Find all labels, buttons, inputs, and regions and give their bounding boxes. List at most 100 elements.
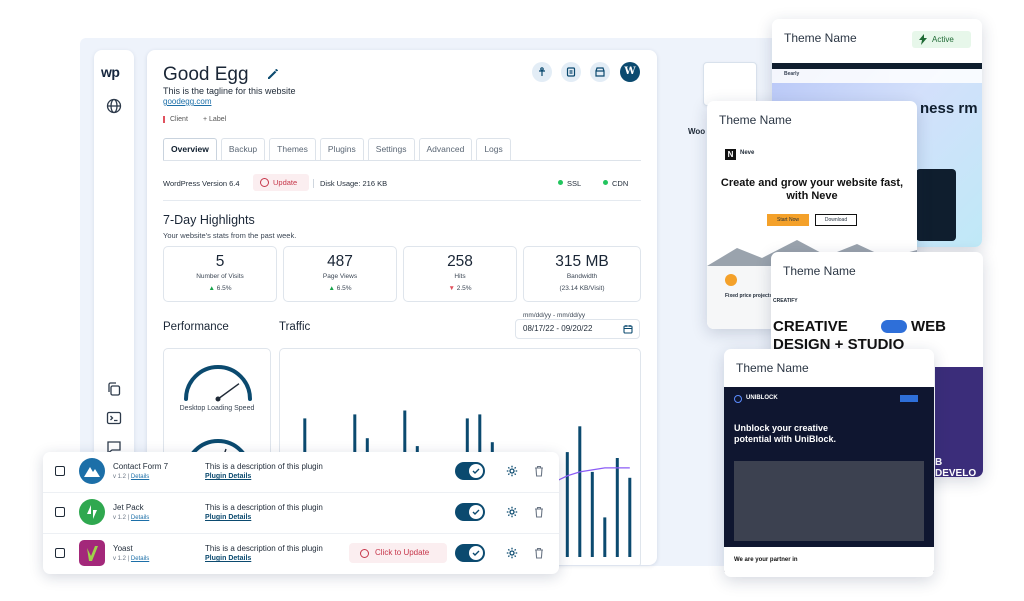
- plugin-toggle[interactable]: [455, 544, 485, 562]
- plugin-version: v 1.2 | Details: [113, 556, 150, 562]
- client-chip[interactable]: Client: [163, 116, 188, 123]
- pencil-icon[interactable]: [267, 68, 279, 80]
- ssl-status-dot: [558, 180, 563, 185]
- tab-advanced[interactable]: Advanced: [418, 138, 473, 160]
- header-action-3[interactable]: [590, 62, 610, 82]
- tab-settings[interactable]: Settings: [367, 138, 415, 160]
- plugin-row: Jet Pack v 1.2 | Details This is a descr…: [43, 493, 559, 533]
- plugin-details-link[interactable]: Plugin Details: [205, 555, 252, 562]
- preview-brand: Bearly: [784, 71, 800, 77]
- header-action-2[interactable]: [561, 62, 581, 82]
- plugin-version: v 1.2 | Details: [113, 474, 150, 480]
- stat-card-page-views: 487 Page Views ▲ 6.5%: [283, 246, 397, 302]
- wordpress-icon[interactable]: W: [620, 62, 640, 82]
- stat-change-value: 6.5%: [336, 285, 352, 292]
- yoast-logo-icon: [79, 540, 105, 566]
- cdn-label: CDN: [612, 179, 629, 188]
- date-range-input[interactable]: 08/17/22 - 09/20/22: [515, 319, 640, 339]
- plugin-details-link[interactable]: Details: [130, 474, 150, 480]
- add-label-chip[interactable]: + Label: [203, 116, 227, 123]
- copy-icon[interactable]: [106, 381, 122, 397]
- wp-logo[interactable]: wp: [101, 64, 120, 80]
- tab-overview[interactable]: Overview: [163, 138, 217, 160]
- preview-cta: [900, 395, 918, 402]
- stat-label: Hits: [454, 273, 466, 280]
- tab-plugins[interactable]: Plugins: [319, 138, 364, 160]
- plugin-toggle[interactable]: [455, 462, 485, 480]
- theme-name: Theme Name: [783, 264, 856, 278]
- preview-feature: Fixed price projects: [725, 293, 773, 299]
- globe-icon[interactable]: [106, 98, 122, 114]
- highlights-subtitle: Your website's stats from the past week.: [163, 231, 297, 240]
- plugin-details-link[interactable]: Details: [130, 515, 150, 521]
- trash-icon[interactable]: [534, 506, 544, 518]
- terminal-icon[interactable]: [106, 410, 122, 426]
- tab-backup[interactable]: Backup: [220, 138, 266, 160]
- plugin-description: This is a description of this plugin: [205, 462, 323, 471]
- plugin-details-link[interactable]: Plugin Details: [205, 514, 252, 521]
- plugin-checkbox[interactable]: [55, 507, 65, 517]
- preview-footer: [724, 547, 934, 572]
- stat-change: ▲ 6.5%: [284, 285, 396, 292]
- stat-change: ▲ 6.5%: [164, 285, 276, 292]
- plugin-checkbox[interactable]: [55, 466, 65, 476]
- header-action-1[interactable]: [532, 62, 552, 82]
- plugin-row: Yoast v 1.2 | Details This is a descript…: [43, 534, 559, 574]
- tab-logs[interactable]: Logs: [476, 138, 511, 160]
- active-badge: Active: [912, 31, 971, 48]
- update-button[interactable]: Update: [253, 174, 309, 191]
- preview-hero-1: CREATIVE: [773, 318, 848, 335]
- preview-hero-3: DESIGN + STUDIO: [773, 336, 905, 353]
- trash-icon[interactable]: [534, 465, 544, 477]
- gear-icon[interactable]: [506, 506, 518, 518]
- toggle-knob: [469, 505, 483, 519]
- theme-name: Theme Name: [784, 31, 857, 45]
- chat-icon[interactable]: [106, 439, 122, 455]
- tab-bar: Overview Backup Themes Plugins Settings …: [163, 138, 511, 160]
- update-label: Update: [273, 178, 298, 187]
- stat-change: ▼ 2.5%: [404, 285, 516, 292]
- tab-themes[interactable]: Themes: [269, 138, 316, 160]
- arrow-up-icon: ▲: [208, 285, 215, 292]
- site-url-link[interactable]: goodegg.com: [163, 97, 212, 106]
- refresh-icon: [260, 178, 269, 187]
- trash-icon[interactable]: [534, 547, 544, 559]
- date-range-picker[interactable]: mm/dd/yy - mm/dd/yy 08/17/22 - 09/20/22: [515, 312, 640, 340]
- traffic-bar: [615, 458, 619, 557]
- plugin-version: v 1.2 | Details: [113, 515, 150, 521]
- plugin-details-link[interactable]: Details: [130, 556, 150, 562]
- gear-icon[interactable]: [506, 547, 518, 559]
- arrow-up-icon: ▲: [328, 285, 335, 292]
- gauge-needle: [217, 383, 240, 400]
- cdn-status-dot: [603, 180, 608, 185]
- preview-brand: Neve: [740, 150, 755, 156]
- plugin-description: This is a description of this plugin: [205, 503, 323, 512]
- stat-value: 487: [327, 253, 353, 270]
- site-tagline: This is the tagline for this website: [163, 86, 296, 96]
- highlights-title: 7-Day Highlights: [163, 213, 255, 227]
- plugin-row: Contact Form 7 v 1.2 | Details This is a…: [43, 452, 559, 492]
- stat-card-hits: 258 Hits ▼ 2.5%: [403, 246, 517, 302]
- theme-name: Theme Name: [736, 361, 809, 375]
- preview-tail: B DEVELO: [935, 457, 977, 477]
- plugin-details-link[interactable]: Plugin Details: [205, 473, 252, 480]
- preview-image: [916, 169, 956, 241]
- store-icon: [595, 67, 605, 77]
- calendar-icon[interactable]: [623, 324, 633, 334]
- traffic-bar: [565, 452, 569, 557]
- plugin-toggle[interactable]: [455, 503, 485, 521]
- theme-card-uniblock[interactable]: Theme Name UNIBLOCK Unblock your creativ…: [724, 349, 934, 577]
- plugin-version-number: v 1.2: [113, 515, 127, 521]
- plugin-version-number: v 1.2: [113, 556, 127, 562]
- plugin-divider: [43, 533, 559, 534]
- preview-hero: Create and grow your website fast, with …: [720, 177, 904, 202]
- refresh-icon: [360, 549, 369, 558]
- gear-icon[interactable]: [506, 465, 518, 477]
- accessibility-icon: [539, 67, 545, 76]
- tab-divider: [163, 160, 641, 161]
- stat-change-value: 6.5%: [216, 285, 232, 292]
- ssl-status: SSL: [558, 179, 581, 188]
- stat-value: 258: [447, 253, 473, 270]
- plugin-checkbox[interactable]: [55, 548, 65, 558]
- click-to-update-button[interactable]: Click to Update: [349, 543, 447, 563]
